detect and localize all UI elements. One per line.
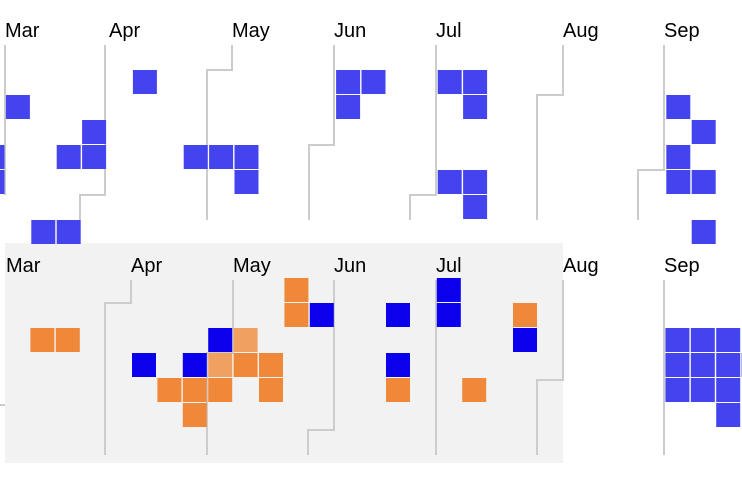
day-cell-bottom-2 bbox=[132, 353, 156, 377]
panel-top: Mar Apr May Jun Jul Aug Sep bbox=[0, 20, 716, 244]
day-cell-bottom-32 bbox=[665, 378, 690, 402]
day-cell-top-18 bbox=[463, 95, 488, 119]
day-cell-bottom-16 bbox=[309, 303, 334, 327]
day-cell-bottom-20 bbox=[436, 278, 461, 302]
day-cell-top-24 bbox=[666, 145, 691, 169]
day-cell-top-5 bbox=[82, 120, 107, 144]
boundary-jun-jul-bottom bbox=[307, 280, 335, 455]
day-cell-top-27 bbox=[691, 220, 716, 244]
month-label-may-bottom: May bbox=[233, 255, 271, 277]
month-label-apr-top: Apr bbox=[109, 20, 140, 42]
day-cell-bottom-22 bbox=[462, 378, 487, 402]
month-label-mar-bottom: Mar bbox=[6, 255, 41, 277]
boundary-sep-end-top bbox=[637, 45, 665, 220]
day-cell-top-16 bbox=[437, 70, 462, 94]
day-cell-bottom-35 bbox=[716, 403, 741, 427]
day-cell-bottom-8 bbox=[208, 353, 233, 377]
month-label-jun-bottom: Jun bbox=[334, 255, 366, 277]
month-label-jul-bottom: Jul bbox=[436, 255, 462, 277]
day-cell-bottom-3 bbox=[157, 378, 182, 402]
day-cell-top-23 bbox=[691, 120, 716, 144]
day-cell-top-21 bbox=[463, 195, 488, 219]
day-cell-bottom-28 bbox=[665, 353, 690, 377]
day-cell-top-22 bbox=[666, 95, 691, 119]
day-cell-top-1 bbox=[0, 145, 5, 169]
day-cell-bottom-7 bbox=[208, 328, 233, 352]
day-cell-bottom-10 bbox=[233, 328, 258, 352]
month-label-aug-bottom: Aug bbox=[563, 255, 599, 277]
day-cell-top-12 bbox=[234, 170, 259, 194]
day-cell-bottom-14 bbox=[284, 278, 309, 302]
month-label-sep-bottom: Sep bbox=[664, 255, 700, 277]
cells-top bbox=[0, 70, 716, 244]
day-cell-top-2 bbox=[0, 170, 5, 194]
boundary-jun-jul-top bbox=[308, 45, 335, 220]
panel-bottom: Mar Apr May Jun Jul Aug Sep bbox=[0, 255, 742, 455]
day-cell-top-15 bbox=[336, 95, 361, 119]
day-cell-bottom-19 bbox=[386, 378, 410, 402]
highlight-background bbox=[5, 243, 563, 463]
day-cell-top-10 bbox=[209, 145, 234, 169]
boundary-aug-sep-top bbox=[536, 45, 564, 220]
day-cell-bottom-6 bbox=[182, 403, 207, 427]
day-cell-bottom-1 bbox=[55, 328, 80, 352]
day-cell-bottom-11 bbox=[233, 353, 258, 377]
day-cell-bottom-24 bbox=[513, 328, 537, 352]
day-cell-bottom-18 bbox=[386, 353, 410, 377]
day-cell-top-6 bbox=[56, 145, 81, 169]
boundary-aug-sep-bottom bbox=[536, 280, 564, 455]
day-cell-top-19 bbox=[437, 170, 462, 194]
boundary-jul-aug-top bbox=[409, 45, 437, 220]
day-cell-bottom-26 bbox=[690, 328, 715, 352]
month-label-may-top: May bbox=[232, 20, 270, 42]
day-cell-bottom-9 bbox=[208, 378, 233, 402]
day-cell-top-25 bbox=[666, 170, 691, 194]
day-cell-top-13 bbox=[336, 70, 361, 94]
day-cell-bottom-23 bbox=[513, 303, 537, 327]
day-cell-top-9 bbox=[183, 145, 208, 169]
day-cell-bottom-33 bbox=[690, 378, 715, 402]
day-cell-top-3 bbox=[31, 220, 56, 244]
month-label-aug-top: Aug bbox=[563, 20, 599, 42]
day-cell-top-26 bbox=[691, 170, 716, 194]
day-cell-bottom-17 bbox=[386, 303, 410, 327]
day-cell-top-17 bbox=[463, 70, 488, 94]
day-cell-top-0 bbox=[5, 95, 30, 119]
boundary-may-jun-top bbox=[206, 45, 233, 220]
day-cell-top-20 bbox=[463, 170, 488, 194]
day-cell-bottom-12 bbox=[259, 353, 283, 377]
cells-bottom bbox=[30, 278, 742, 427]
day-cell-bottom-5 bbox=[182, 378, 207, 402]
day-cell-top-14 bbox=[361, 70, 386, 94]
day-cell-bottom-34 bbox=[716, 378, 741, 402]
day-cell-bottom-13 bbox=[259, 378, 283, 402]
day-cell-bottom-27 bbox=[716, 328, 741, 352]
month-label-jun-top: Jun bbox=[334, 20, 366, 42]
day-cell-top-4 bbox=[56, 220, 81, 244]
month-label-sep-top: Sep bbox=[664, 20, 700, 42]
day-cell-bottom-25 bbox=[665, 328, 690, 352]
month-label-mar-top: Mar bbox=[5, 20, 40, 42]
month-label-apr-bottom: Apr bbox=[131, 255, 162, 277]
day-cell-bottom-0 bbox=[30, 328, 55, 352]
day-cell-top-11 bbox=[234, 145, 259, 169]
day-cell-bottom-29 bbox=[690, 353, 715, 377]
day-cell-bottom-21 bbox=[436, 303, 461, 327]
day-cell-top-8 bbox=[132, 70, 157, 94]
day-cell-bottom-30 bbox=[716, 353, 741, 377]
month-label-jul-top: Jul bbox=[436, 20, 462, 42]
boundary-apr-may-bottom bbox=[104, 280, 132, 455]
day-cell-bottom-4 bbox=[182, 353, 207, 377]
day-cell-bottom-15 bbox=[284, 303, 309, 327]
day-cell-top-7 bbox=[82, 145, 107, 169]
